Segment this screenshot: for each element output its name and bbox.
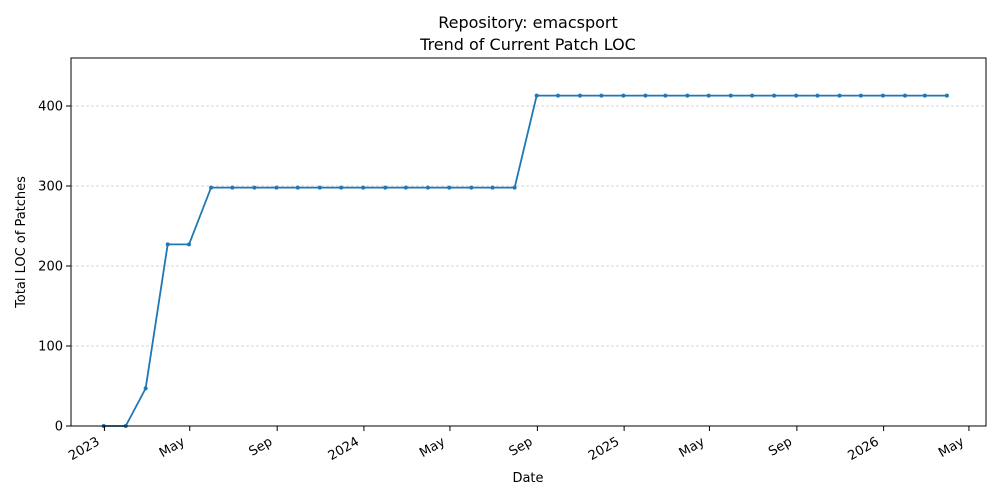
x-axis-label: Date (512, 471, 543, 486)
x-tick-label: 2023 (66, 434, 102, 464)
x-tick-label: May (936, 434, 967, 461)
data-point (922, 93, 927, 98)
data-point (858, 93, 863, 98)
data-point (794, 93, 799, 98)
chart-title-line1: Repository: emacsport (438, 13, 618, 32)
y-tick-label: 100 (38, 340, 63, 355)
data-point (599, 93, 604, 98)
x-tick-label: 2024 (326, 434, 362, 464)
data-point (944, 93, 949, 98)
x-tick-label: 2025 (586, 434, 622, 464)
x-tick-label: May (677, 434, 708, 461)
data-point (317, 185, 322, 190)
y-tick-label: 300 (38, 180, 63, 195)
data-point (880, 93, 885, 98)
data-point (750, 93, 755, 98)
data-point (643, 93, 648, 98)
data-point (339, 185, 344, 190)
data-point (230, 185, 235, 190)
data-point (295, 185, 300, 190)
data-point (187, 242, 192, 247)
data-point (556, 93, 561, 98)
data-point (663, 93, 668, 98)
data-point (490, 185, 495, 190)
data-point (143, 386, 148, 391)
data-point (621, 93, 626, 98)
data-point (706, 93, 711, 98)
data-point (772, 93, 777, 98)
plot-frame (70, 57, 987, 427)
y-axis: 0 100 200 300 400 (38, 100, 71, 435)
data-point (165, 242, 170, 247)
x-axis: 2023 May Sep 2024 May Sep 2025 May Sep 2026 May (66, 426, 970, 464)
data-point (252, 185, 257, 190)
data-point (578, 93, 583, 98)
data-point (447, 185, 452, 190)
data-point (534, 93, 539, 98)
data-point (512, 185, 517, 190)
x-tick-label: Sep (766, 434, 795, 459)
data-point (469, 185, 474, 190)
data-point (383, 185, 388, 190)
data-point (209, 185, 214, 190)
data-point (361, 185, 366, 190)
x-tick-label: Sep (246, 434, 275, 459)
plot-area (101, 93, 949, 428)
y-tick-label: 0 (55, 420, 63, 435)
data-point (425, 185, 430, 190)
x-tick-label: 2026 (845, 434, 881, 464)
data-point (837, 93, 842, 98)
data-point (815, 93, 820, 98)
data-point (685, 93, 690, 98)
data-point (274, 185, 279, 190)
x-tick-label: May (417, 434, 448, 461)
x-tick-label: May (157, 434, 188, 461)
data-point (728, 93, 733, 98)
y-axis-label: Total LOC of Patches (14, 176, 29, 309)
data-point (403, 185, 408, 190)
data-point (902, 93, 907, 98)
x-tick-label: Sep (507, 434, 536, 459)
y-grid (71, 105, 986, 427)
chart-title-line2: Trend of Current Patch LOC (419, 35, 636, 54)
y-tick-label: 200 (38, 260, 63, 275)
y-tick-label: 400 (38, 100, 63, 115)
series-line (103, 94, 947, 427)
